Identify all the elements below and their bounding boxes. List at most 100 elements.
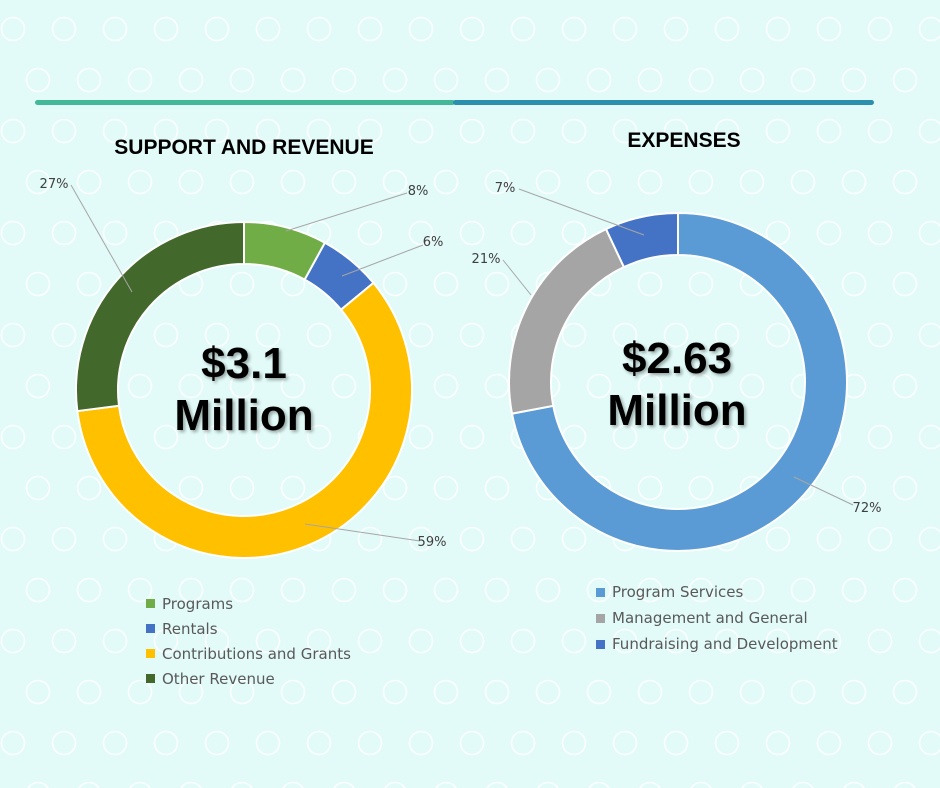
bg-circle bbox=[76, 271, 102, 297]
bg-circle bbox=[0, 118, 26, 144]
bg-circle bbox=[486, 781, 508, 788]
bg-circle bbox=[535, 169, 561, 195]
legend-label: Contributions and Grants bbox=[162, 644, 351, 663]
bg-circle bbox=[688, 169, 714, 195]
legend-swatch bbox=[146, 624, 155, 633]
bg-circle bbox=[127, 373, 153, 399]
bg-circle bbox=[25, 577, 51, 603]
bg-circle bbox=[229, 679, 255, 705]
bg-circle bbox=[918, 220, 940, 246]
bg-circle bbox=[51, 16, 77, 42]
bg-circle bbox=[408, 424, 434, 450]
bg-circle bbox=[612, 322, 638, 348]
bg-circle bbox=[229, 475, 255, 501]
bg-circle bbox=[331, 577, 357, 603]
bg-circle bbox=[204, 424, 230, 450]
bg-circle bbox=[229, 67, 255, 93]
bg-circle bbox=[102, 16, 128, 42]
bg-circle bbox=[357, 16, 383, 42]
expenses-slice-fundraising-and-development bbox=[604, 211, 679, 269]
bg-circle bbox=[841, 577, 867, 603]
bg-circle bbox=[739, 169, 765, 195]
bg-circle bbox=[384, 781, 406, 788]
revenue-leader-line bbox=[285, 192, 408, 232]
bg-circle bbox=[841, 67, 867, 93]
legend-swatch bbox=[596, 587, 605, 597]
bg-circle bbox=[382, 271, 408, 297]
bg-circle bbox=[918, 118, 940, 144]
bg-circle bbox=[586, 169, 612, 195]
bg-circle bbox=[841, 679, 867, 705]
legend-label: Fundraising and Development bbox=[612, 635, 838, 653]
bg-circle bbox=[663, 424, 689, 450]
bg-circle bbox=[765, 118, 791, 144]
bg-circle bbox=[690, 781, 712, 788]
bg-circle bbox=[637, 67, 663, 93]
bg-circle bbox=[0, 220, 26, 246]
bg-circle bbox=[51, 220, 77, 246]
bg-circle bbox=[586, 373, 612, 399]
bg-circle bbox=[663, 730, 689, 756]
bg-circle bbox=[433, 169, 459, 195]
bg-circle bbox=[714, 16, 740, 42]
bg-circle bbox=[357, 628, 383, 654]
bg-circle bbox=[178, 67, 204, 93]
bg-circle bbox=[331, 67, 357, 93]
bg-circle bbox=[435, 781, 457, 788]
bg-circle bbox=[178, 475, 204, 501]
bg-circle bbox=[510, 16, 536, 42]
legend-label: Other Revenue bbox=[162, 669, 275, 688]
revenue-data-label: 8% bbox=[408, 184, 429, 199]
bg-circle bbox=[841, 169, 867, 195]
bg-circle bbox=[867, 16, 893, 42]
legend-item: Other Revenue bbox=[146, 666, 351, 691]
bg-circle bbox=[867, 628, 893, 654]
bg-circle bbox=[280, 475, 306, 501]
bg-circle bbox=[0, 526, 26, 552]
bg-circle bbox=[51, 730, 77, 756]
bg-circle bbox=[792, 781, 814, 788]
bg-circle bbox=[433, 373, 459, 399]
revenue-legend: Programs Rentals Contributions and Grants O… bbox=[146, 591, 351, 691]
revenue-data-label: 6% bbox=[423, 235, 444, 250]
bg-circle bbox=[357, 730, 383, 756]
bg-circle bbox=[612, 424, 638, 450]
bg-circle bbox=[306, 16, 332, 42]
bg-circle bbox=[306, 322, 332, 348]
bg-circle bbox=[790, 679, 816, 705]
expenses-total-unit: Million bbox=[607, 386, 747, 435]
bg-circle bbox=[76, 67, 102, 93]
bg-circle bbox=[688, 679, 714, 705]
bg-circle bbox=[51, 526, 77, 552]
bg-circle bbox=[586, 577, 612, 603]
bg-circle bbox=[0, 16, 26, 42]
legend-swatch bbox=[146, 649, 155, 658]
bg-circle bbox=[892, 475, 918, 501]
bg-circle bbox=[127, 577, 153, 603]
bg-circle bbox=[612, 16, 638, 42]
bg-circle bbox=[127, 679, 153, 705]
bg-circle bbox=[867, 322, 893, 348]
bg-circle bbox=[816, 526, 842, 552]
legend-swatch bbox=[146, 674, 155, 683]
bg-circle bbox=[510, 220, 536, 246]
bg-circle bbox=[306, 730, 332, 756]
bg-circle bbox=[841, 271, 867, 297]
bg-circle bbox=[127, 67, 153, 93]
bg-circle bbox=[229, 169, 255, 195]
bg-circle bbox=[129, 781, 151, 788]
bg-circle bbox=[102, 118, 128, 144]
bg-circle bbox=[178, 373, 204, 399]
bg-circle bbox=[637, 679, 663, 705]
bg-circle bbox=[867, 424, 893, 450]
bg-circle bbox=[816, 628, 842, 654]
bg-circle bbox=[0, 730, 26, 756]
bg-circle bbox=[153, 322, 179, 348]
bg-circle bbox=[688, 475, 714, 501]
bg-circle bbox=[816, 16, 842, 42]
bg-circle bbox=[484, 67, 510, 93]
revenue-leader-line bbox=[70, 184, 133, 293]
bg-circle bbox=[78, 781, 100, 788]
bg-circle bbox=[27, 781, 49, 788]
bg-circle bbox=[333, 781, 355, 788]
